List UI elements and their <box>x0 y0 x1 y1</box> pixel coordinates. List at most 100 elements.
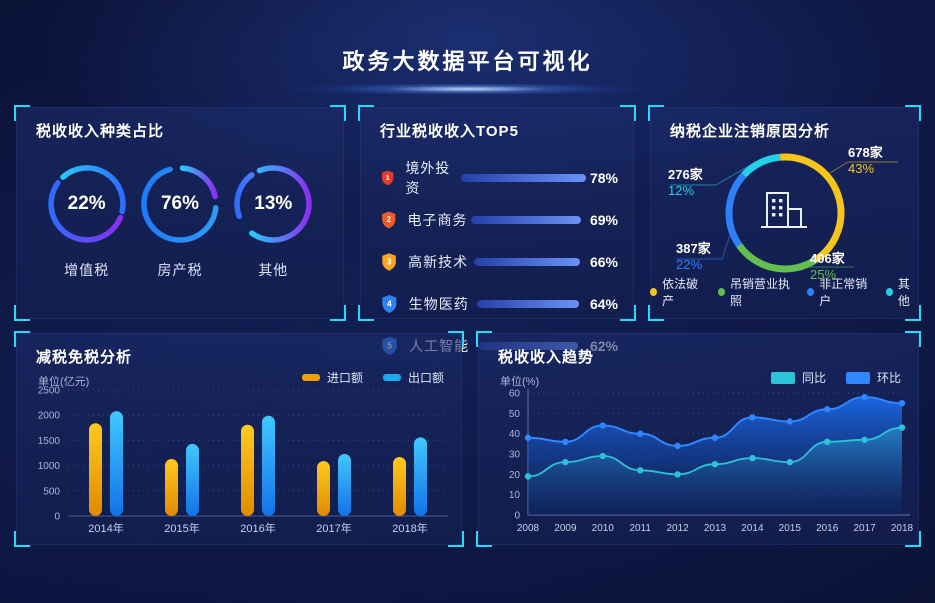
svg-text:2018: 2018 <box>891 523 914 534</box>
panel-title: 行业税收收入TOP5 <box>380 123 519 140</box>
legend-item[interactable]: 其他 <box>885 275 919 309</box>
legend-item[interactable]: 同比 <box>770 369 826 386</box>
corner-bracket <box>648 105 664 121</box>
top5-bar-track <box>474 258 581 266</box>
bar-import <box>89 423 102 516</box>
corner-bracket <box>330 105 346 121</box>
svg-text:0: 0 <box>514 511 520 522</box>
rank-shield-icon: 1 <box>381 170 394 186</box>
svg-text:2015: 2015 <box>779 523 802 534</box>
corner-bracket <box>358 305 374 321</box>
top5-bar-track <box>471 216 582 224</box>
svg-text:10: 10 <box>509 490 521 501</box>
legend-label: 非正常销户 <box>819 277 868 308</box>
callout-count: 406家 <box>810 251 845 266</box>
panel-title: 纳税企业注销原因分析 <box>670 123 831 140</box>
svg-text:2500: 2500 <box>38 386 61 397</box>
top5-row: 4 生物医药 64% <box>380 283 618 325</box>
trend-legend: 同比 环比 <box>770 369 901 386</box>
corner-bracket <box>14 105 30 121</box>
top5-label: 高新技术 <box>408 254 469 270</box>
svg-text:30: 30 <box>509 450 521 461</box>
legend-label: 其他 <box>897 277 910 308</box>
donut-ring <box>234 165 313 243</box>
corner-bracket <box>330 305 346 321</box>
corner-bracket <box>476 331 492 347</box>
trend-area-chart: 0 10 20 30 40 50 60 2008 2009 2010 2011 2012 2013 201… <box>509 389 914 535</box>
corner-bracket <box>448 331 464 347</box>
legend-item[interactable]: 吊销营业执照 <box>717 275 794 309</box>
svg-text:2017: 2017 <box>853 523 876 534</box>
corner-bracket <box>905 331 921 347</box>
legend-item[interactable]: 非正常销户 <box>807 275 873 309</box>
top5-label: 生物医药 <box>408 296 469 312</box>
legend-dot-icon <box>650 288 658 296</box>
cancellation-legend: 依法破产 吊销营业执照 非正常销户 其他 <box>650 275 919 309</box>
bar-import <box>393 457 406 516</box>
donut-gauge: 22% 增值税 <box>43 161 131 280</box>
legend-label: 吊销营业执照 <box>729 277 790 308</box>
top5-bar <box>471 216 582 224</box>
svg-text:20: 20 <box>509 470 521 481</box>
svg-text:40: 40 <box>509 429 521 440</box>
legend-item[interactable]: 进口额 <box>301 369 363 386</box>
legend-label: 环比 <box>876 371 901 385</box>
svg-text:2010: 2010 <box>592 523 615 534</box>
corner-bracket <box>14 305 30 321</box>
corner-bracket <box>358 105 374 121</box>
panel-reduction: 减税免税分析 单位(亿元) 0 500 1000 1500 2000 2500 2014年 2… <box>14 331 464 547</box>
callout-percent: 12% <box>668 183 695 198</box>
legend-label: 同比 <box>801 371 826 385</box>
svg-text:2009: 2009 <box>554 523 577 534</box>
panel-title: 税收收入种类占比 <box>36 123 165 140</box>
panel-trend: 税收收入趋势 单位(%) 0 10 20 30 40 50 60 2008 2009 2010 20… <box>476 331 921 547</box>
svg-text:1000: 1000 <box>38 461 61 472</box>
panel-top5: 行业税收收入TOP5 1 境外投资 78% 2 电子商务 69% 3 高新技术 66% 4 生物医药… <box>358 105 636 356</box>
title-glow <box>232 84 703 94</box>
legend-dot-icon <box>717 288 725 296</box>
top5-percent: 66% <box>589 254 619 270</box>
svg-text:0: 0 <box>54 512 60 523</box>
top5-bar <box>476 300 579 308</box>
rank-shield-icon: 3 <box>382 253 396 271</box>
svg-text:2014年: 2014年 <box>88 521 123 535</box>
legend-label: 依法破产 <box>662 277 699 308</box>
top5-bar <box>474 258 581 266</box>
bar-import <box>165 459 178 516</box>
legend-item[interactable]: 环比 <box>845 369 901 386</box>
donut-trio: 22% 增值税 76% 房产税 13% 其他 <box>16 161 344 280</box>
corner-bracket <box>14 331 30 347</box>
donut-label: 其他 <box>258 262 289 278</box>
panel-title: 税收收入趋势 <box>498 349 595 366</box>
panel-title: 减税免税分析 <box>36 349 133 366</box>
bar-import <box>241 424 254 516</box>
top5-label: 境外投资 <box>405 160 451 196</box>
donut-ring <box>48 165 126 243</box>
svg-text:50: 50 <box>509 409 521 420</box>
bar-export <box>110 411 123 516</box>
donut-gauge: 76% 房产税 <box>136 161 224 280</box>
legend-item[interactable]: 依法破产 <box>650 275 705 309</box>
building-icon <box>761 192 807 228</box>
donut-percent: 76% <box>160 193 199 214</box>
svg-text:2015年: 2015年 <box>164 521 199 535</box>
callout-percent: 22% <box>676 257 703 272</box>
donut-ring <box>141 165 219 243</box>
top5-bar-track <box>460 174 586 182</box>
donut-callout: 406家 25% <box>810 251 845 283</box>
donut-percent: 22% <box>67 193 106 214</box>
svg-text:2000: 2000 <box>38 411 61 422</box>
legend-item[interactable]: 出口额 <box>382 369 444 386</box>
donut-label: 增值税 <box>64 262 110 278</box>
rank-shield-icon: 4 <box>382 295 397 313</box>
corner-bracket <box>476 531 492 547</box>
svg-text:4: 4 <box>387 298 392 308</box>
corner-bracket <box>620 305 636 321</box>
svg-text:2011: 2011 <box>629 523 651 534</box>
corner-bracket <box>448 531 464 547</box>
cancellation-donut <box>670 153 898 273</box>
donut-label: 房产税 <box>157 262 203 278</box>
donut-callout: 678家 43% <box>848 145 883 177</box>
svg-text:2012: 2012 <box>666 523 689 534</box>
